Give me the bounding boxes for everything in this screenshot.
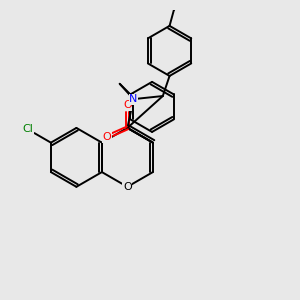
Text: O: O — [102, 132, 111, 142]
Text: O: O — [123, 100, 132, 110]
Text: N: N — [129, 94, 138, 104]
Text: Cl: Cl — [22, 124, 33, 134]
Text: O: O — [123, 182, 132, 192]
